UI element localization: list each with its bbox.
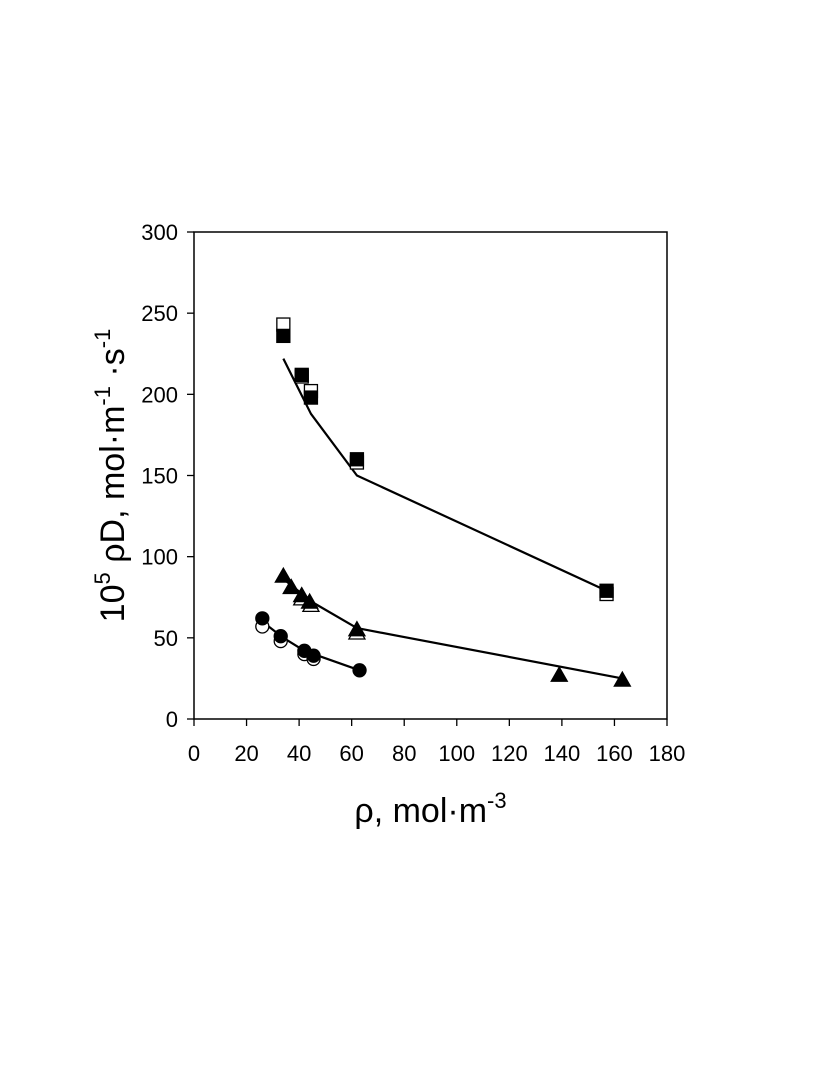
x-tick-label: 40 bbox=[287, 741, 311, 766]
y-tick-label: 200 bbox=[141, 382, 178, 407]
data-markers bbox=[255, 317, 632, 687]
data-point-square-filled bbox=[276, 328, 291, 344]
x-tick-label: 0 bbox=[188, 741, 200, 766]
y-axis: 0 50 100 150 200 250 300 bbox=[141, 220, 194, 732]
fit-lines bbox=[261, 358, 623, 680]
x-tick-label: 80 bbox=[392, 741, 416, 766]
data-point-circle-filled bbox=[273, 629, 288, 644]
x-tick-label: 160 bbox=[596, 741, 633, 766]
data-point-triangle-filled bbox=[282, 578, 301, 595]
x-tick-label: 180 bbox=[649, 741, 686, 766]
data-point-triangle-filled bbox=[550, 665, 569, 682]
y-tick-label: 100 bbox=[141, 545, 178, 570]
data-point-square-filled bbox=[349, 452, 365, 467]
y-tick-label: 0 bbox=[166, 707, 178, 732]
x-tick-label: 20 bbox=[234, 741, 258, 766]
data-point-square-filled bbox=[294, 367, 309, 383]
data-point-circle-filled bbox=[352, 663, 367, 678]
data-point-triangle-filled bbox=[613, 670, 632, 687]
x-tick-label: 120 bbox=[491, 741, 528, 766]
x-tick-label: 100 bbox=[438, 741, 475, 766]
data-point-square-filled bbox=[303, 390, 319, 405]
y-tick-label: 250 bbox=[141, 301, 178, 326]
fit-line bbox=[285, 580, 623, 680]
y-tick-label: 300 bbox=[141, 220, 178, 245]
x-tick-label: 140 bbox=[544, 741, 581, 766]
data-point-triangle-filled bbox=[274, 566, 293, 583]
x-tick-label: 60 bbox=[339, 741, 363, 766]
data-point-square-filled bbox=[599, 583, 614, 598]
data-point-circle-filled bbox=[255, 611, 270, 626]
x-axis: 0 20 40 60 80 100 120 140 160 180 bbox=[188, 719, 685, 766]
data-point-triangle-filled bbox=[300, 592, 319, 609]
fit-line bbox=[282, 358, 608, 592]
y-axis-title: 105 ρD, mol·m-1 ·s-1 bbox=[90, 329, 132, 623]
data-point-triangle-filled bbox=[292, 586, 311, 603]
x-axis-title: ρ, mol·m-3 bbox=[354, 788, 506, 830]
fit-line bbox=[261, 620, 360, 672]
y-tick-label: 50 bbox=[154, 626, 178, 651]
plot-area-frame bbox=[193, 231, 668, 720]
y-tick-label: 150 bbox=[141, 464, 178, 489]
data-point-triangle-filled bbox=[347, 620, 367, 637]
data-point-circle-filled bbox=[306, 648, 321, 663]
